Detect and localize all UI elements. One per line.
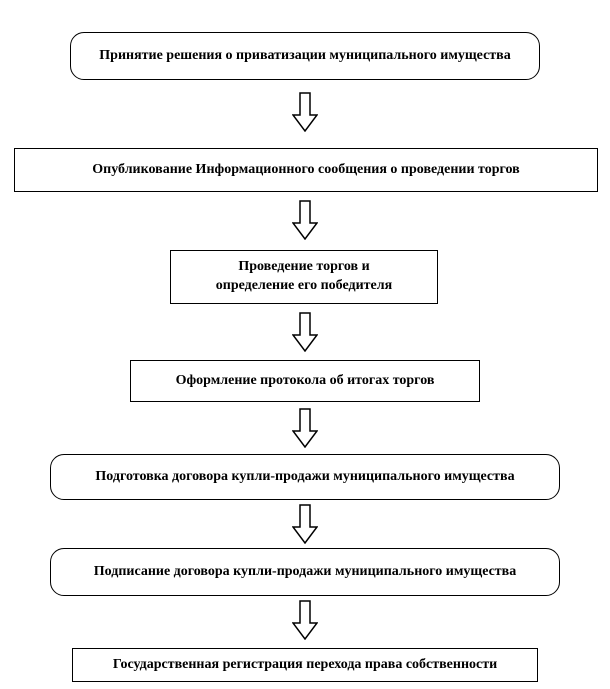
flow-node-auction: Проведение торгов и определение его побе… (170, 250, 438, 304)
node-label: Принятие решения о приватизации муниципа… (99, 47, 510, 66)
flow-node-contract-sign: Подписание договора купли-продажи муници… (50, 548, 560, 596)
arrow-down-icon (292, 312, 318, 352)
arrow-down-icon (292, 200, 318, 240)
flow-node-protocol: Оформление протокола об итогах торгов (130, 360, 480, 402)
node-label: Оформление протокола об итогах торгов (176, 372, 435, 391)
flow-node-decision: Принятие решения о приватизации муниципа… (70, 32, 540, 80)
node-label: Опубликование Информационного сообщения … (92, 161, 519, 180)
flowchart-canvas: Принятие решения о приватизации муниципа… (0, 0, 610, 689)
node-label: Подготовка договора купли-продажи муници… (95, 468, 514, 487)
flow-node-registration: Государственная регистрация перехода пра… (72, 648, 538, 682)
arrow-down-icon (292, 600, 318, 640)
arrow-down-icon (292, 408, 318, 448)
arrow-down-icon (292, 92, 318, 132)
flow-node-contract-prep: Подготовка договора купли-продажи муници… (50, 454, 560, 500)
node-label: Проведение торгов и определение его побе… (216, 258, 392, 296)
arrow-down-icon (292, 504, 318, 544)
node-label: Государственная регистрация перехода пра… (113, 656, 497, 675)
flow-node-publication: Опубликование Информационного сообщения … (14, 148, 598, 192)
node-label: Подписание договора купли-продажи муници… (94, 563, 516, 582)
